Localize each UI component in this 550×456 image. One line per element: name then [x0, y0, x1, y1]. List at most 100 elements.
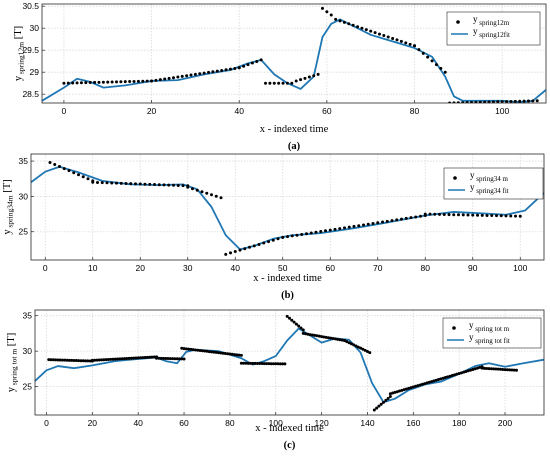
- x-tick-label: 180: [452, 418, 466, 428]
- data-point: [158, 78, 162, 82]
- data-point: [333, 227, 337, 231]
- data-point: [426, 55, 430, 59]
- data-point: [453, 373, 457, 377]
- data-point: [115, 80, 118, 84]
- data-point: [356, 345, 360, 349]
- data-point: [382, 34, 386, 38]
- data-point: [88, 359, 92, 363]
- data-point: [153, 183, 156, 187]
- data-point: [290, 234, 294, 238]
- data-point: [509, 214, 513, 218]
- data-point: [360, 26, 364, 30]
- data-point: [267, 362, 271, 366]
- data-point: [81, 359, 85, 363]
- data-point: [441, 376, 445, 380]
- data-point: [465, 101, 469, 103]
- data-point: [331, 337, 335, 341]
- data-point: [101, 80, 105, 84]
- data-point: [324, 229, 327, 233]
- data-point: [459, 371, 463, 375]
- data-point: [252, 244, 256, 248]
- data-point: [316, 72, 320, 76]
- data-point: [283, 362, 287, 366]
- data-point: [295, 233, 299, 237]
- x-tick-label: 0: [62, 106, 67, 116]
- x-axis-label: x - indexed time: [253, 273, 322, 284]
- data-point: [75, 81, 79, 85]
- chart-panel-2: 0 10 20 30 40 50 60 70 80 90 100 25 30 35 x - indexed …: [2, 153, 545, 301]
- x-tick-label: 140: [360, 418, 374, 428]
- data-point: [48, 160, 52, 164]
- data-point: [352, 343, 356, 347]
- data-point: [376, 221, 380, 225]
- data-point: [219, 351, 223, 355]
- axes-frame: [34, 309, 545, 416]
- data-point: [138, 356, 142, 360]
- x-tick-label: 70: [373, 263, 383, 273]
- x-tick-label: 100: [269, 418, 283, 428]
- y-tick-label: 29: [30, 67, 40, 77]
- data-point: [385, 219, 389, 223]
- data-point: [134, 356, 138, 360]
- y-tick-label: 25: [19, 227, 29, 237]
- data-point: [480, 213, 484, 217]
- legend-label: y spring34 fit: [470, 182, 509, 195]
- data-point: [193, 72, 197, 76]
- data-point: [373, 31, 377, 35]
- legend-label: y spring12fit: [473, 26, 510, 39]
- data-point: [407, 386, 411, 390]
- data-point: [388, 395, 392, 399]
- data-point: [409, 386, 413, 390]
- data-point: [210, 193, 213, 197]
- data-point: [203, 349, 207, 353]
- data-point: [207, 350, 211, 354]
- data-point: [72, 358, 76, 362]
- data-point: [239, 353, 243, 357]
- data-point: [184, 347, 188, 351]
- data-point: [265, 362, 269, 366]
- data-point: [122, 357, 126, 361]
- data-point: [242, 64, 246, 68]
- data-point: [152, 355, 156, 359]
- data-point: [200, 190, 204, 194]
- data-point: [91, 180, 95, 184]
- data-point: [200, 349, 204, 353]
- data-point: [430, 59, 434, 63]
- data-point: [414, 384, 418, 388]
- data-point: [58, 358, 62, 362]
- data-point: [439, 377, 443, 381]
- data-point: [308, 333, 312, 337]
- data-point: [166, 357, 170, 361]
- data-point: [421, 51, 425, 55]
- data-point: [226, 352, 230, 356]
- data-point: [473, 367, 477, 371]
- data-point: [338, 338, 342, 342]
- data-point: [303, 76, 307, 80]
- data-point: [239, 361, 243, 365]
- data-point: [109, 357, 113, 361]
- data-point: [345, 340, 349, 344]
- x-tick-label: 100: [495, 106, 509, 116]
- plot-content: [35, 314, 544, 412]
- data-point: [391, 391, 395, 395]
- data-point: [138, 182, 142, 186]
- data-point: [505, 368, 509, 372]
- y-tick-label: 35: [19, 156, 29, 166]
- data-point: [191, 187, 194, 191]
- data-point: [478, 365, 482, 369]
- data-point: [237, 353, 241, 357]
- data-point: [361, 347, 365, 351]
- data-point: [513, 99, 517, 103]
- data-point: [269, 362, 273, 366]
- data-point: [285, 314, 289, 318]
- data-point: [480, 366, 484, 370]
- data-point: [433, 212, 437, 216]
- data-point: [508, 368, 512, 372]
- data-point: [177, 357, 181, 361]
- y-tick-label: 29.5: [22, 45, 39, 55]
- x-tick-label: 90: [468, 263, 478, 273]
- data-point: [248, 245, 251, 249]
- data-point: [322, 335, 326, 339]
- legend-label: y spring12m: [473, 14, 510, 27]
